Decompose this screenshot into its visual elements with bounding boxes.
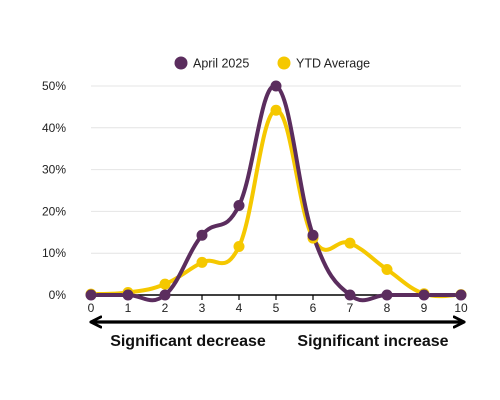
data-point-april-2025 — [159, 289, 171, 301]
legend: April 2025 YTD Average — [174, 56, 370, 71]
x-tick-label: 8 — [384, 301, 391, 315]
legend-marker-ytd-average — [277, 56, 291, 70]
y-tick-label: 40% — [42, 121, 66, 135]
data-point-ytd-average — [270, 104, 282, 116]
x-tick-label: 4 — [236, 301, 243, 315]
data-point-ytd-average — [159, 278, 171, 290]
series-line-april-2025 — [89, 83, 463, 303]
x-tick-label: 5 — [273, 301, 280, 315]
legend-label-ytd-average: YTD Average — [296, 57, 370, 71]
x-tick-label: 1 — [125, 301, 132, 315]
axes: 0% 10% 20% 30% 40% 50% 0 1 2 3 4 5 6 7 8 9 10 — [42, 79, 468, 315]
y-tick-label: 10% — [42, 246, 66, 260]
series-points — [85, 80, 467, 301]
y-tick-label: 30% — [42, 163, 66, 177]
data-point-april-2025 — [122, 289, 134, 301]
series-line-ytd-average — [89, 108, 463, 299]
x-tick-label: 9 — [421, 301, 428, 315]
data-point-ytd-average — [381, 264, 393, 276]
series-lines — [89, 83, 463, 303]
legend-marker-april-2025 — [174, 56, 188, 70]
data-point-april-2025 — [85, 289, 97, 301]
significant-decrease-label: Significant decrease — [110, 333, 266, 350]
y-tick-label: 50% — [42, 79, 66, 93]
x-tick-label: 2 — [162, 301, 169, 315]
significant-increase-label: Significant increase — [297, 333, 448, 350]
data-point-april-2025 — [196, 229, 208, 241]
data-point-april-2025 — [418, 289, 430, 301]
data-point-ytd-average — [344, 237, 356, 249]
data-point-april-2025 — [270, 80, 282, 92]
data-point-ytd-average — [196, 256, 208, 268]
data-point-april-2025 — [455, 289, 467, 301]
x-tick-label: 3 — [199, 301, 206, 315]
data-point-april-2025 — [233, 200, 245, 212]
data-point-april-2025 — [307, 229, 319, 241]
data-point-april-2025 — [344, 289, 356, 301]
data-point-ytd-average — [233, 241, 245, 253]
x-tick-label: 10 — [454, 301, 468, 315]
legend-label-april-2025: April 2025 — [193, 57, 249, 71]
y-tick-label: 0% — [49, 288, 67, 302]
x-tick-label: 6 — [310, 301, 317, 315]
x-tick-label: 7 — [347, 301, 354, 315]
x-tick-label: 0 — [88, 301, 95, 315]
y-tick-label: 20% — [42, 204, 66, 218]
data-point-april-2025 — [381, 289, 393, 301]
